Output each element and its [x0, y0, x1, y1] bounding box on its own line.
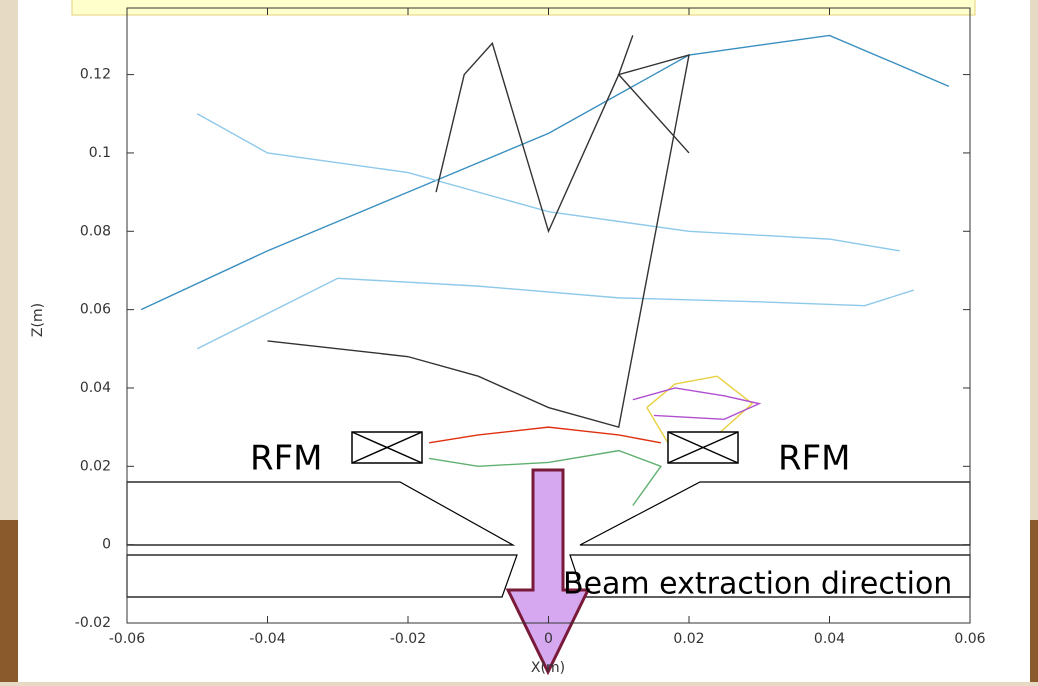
- y-tick-label: 0.1: [89, 145, 111, 161]
- y-tick-label: 0.06: [80, 302, 111, 318]
- trajectory: [632, 387, 762, 421]
- trajectory: [196, 113, 900, 252]
- trajectory: [428, 449, 663, 506]
- y-axis-label: Z(m): [30, 303, 46, 337]
- x-axis-label: X(m): [531, 660, 565, 676]
- electrode: [126, 554, 518, 598]
- annotation: RFM: [778, 439, 851, 479]
- y-tick-label: 0.12: [80, 67, 111, 83]
- x-tick-label: 0.04: [814, 631, 845, 647]
- y-tick-label: 0.02: [80, 458, 111, 474]
- trajectory: [140, 34, 950, 311]
- x-tick-label: -0.06: [109, 631, 145, 647]
- x-tick-label: -0.04: [249, 631, 285, 647]
- y-tick-label: 0.04: [80, 380, 111, 396]
- y-tick-label: -0.02: [75, 615, 111, 631]
- x-tick-label: 0.02: [673, 631, 704, 647]
- annotation: Beam extraction direction: [563, 567, 952, 602]
- trajectory: [428, 426, 662, 444]
- x-tick-label: -0.02: [390, 631, 426, 647]
- trajectory: [267, 54, 690, 429]
- rfm-cross: [667, 431, 739, 464]
- y-tick-label: 0.08: [80, 223, 111, 239]
- beam-arrow: [505, 468, 591, 676]
- x-tick-label: 0: [544, 631, 553, 647]
- trajectory: [196, 277, 915, 350]
- rfm-boxes: [351, 431, 739, 464]
- annotation: RFM: [250, 439, 323, 479]
- rfm-cross: [351, 431, 423, 464]
- x-tick-label: 0.06: [954, 631, 985, 647]
- y-tick-label: 0: [102, 537, 111, 553]
- trajectory: [435, 35, 634, 234]
